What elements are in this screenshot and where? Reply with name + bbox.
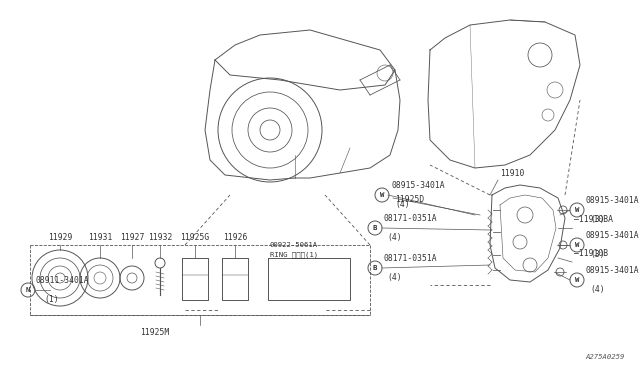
Text: (1): (1): [44, 295, 59, 304]
Text: 08171-0351A: 08171-0351A: [383, 214, 436, 223]
Text: 08911-3401A: 08911-3401A: [36, 276, 90, 285]
Text: 11910: 11910: [500, 169, 524, 178]
Text: 11925M: 11925M: [140, 328, 170, 337]
Text: N: N: [26, 287, 30, 293]
Text: 11929: 11929: [48, 233, 72, 242]
Text: (4): (4): [395, 200, 410, 209]
Text: W: W: [575, 242, 579, 248]
Text: 08915-3401A: 08915-3401A: [586, 196, 639, 205]
Text: (4): (4): [590, 285, 605, 294]
Text: (4): (4): [387, 233, 402, 242]
Text: —11910B: —11910B: [574, 249, 608, 258]
Text: 00922-5061A: 00922-5061A: [270, 242, 318, 248]
Text: —11910BA: —11910BA: [574, 215, 613, 224]
Text: 11925D: 11925D: [395, 195, 424, 204]
Text: (3): (3): [590, 250, 605, 259]
Text: A275A0259: A275A0259: [586, 354, 625, 360]
Text: 08915-3401A: 08915-3401A: [391, 181, 445, 190]
Text: 08915-3401A: 08915-3401A: [586, 266, 639, 275]
Text: W: W: [380, 192, 384, 198]
Text: (4): (4): [387, 273, 402, 282]
Text: W: W: [575, 207, 579, 213]
Text: W: W: [575, 277, 579, 283]
Text: 11926: 11926: [223, 233, 247, 242]
Text: 08171-0351A: 08171-0351A: [383, 254, 436, 263]
Text: 11927: 11927: [120, 233, 144, 242]
Text: 08915-3401A: 08915-3401A: [586, 231, 639, 240]
Text: 11925G: 11925G: [180, 233, 210, 242]
Text: B: B: [373, 265, 377, 271]
Text: RING リング(1): RING リング(1): [270, 251, 318, 258]
Text: 11932: 11932: [148, 233, 172, 242]
Text: (3): (3): [590, 215, 605, 224]
Text: B: B: [373, 225, 377, 231]
Text: 11931: 11931: [88, 233, 112, 242]
